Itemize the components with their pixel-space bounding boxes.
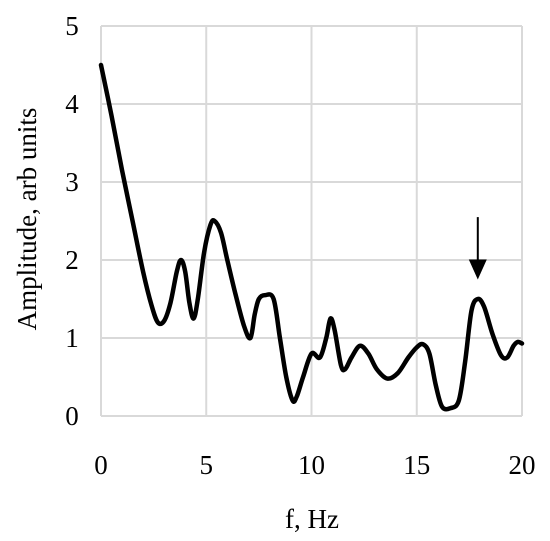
tick-labels: 0 5 10 15 20 0 1 2 3 4 5 [65, 11, 535, 480]
grid [100, 25, 523, 417]
x-tick-label: 10 [298, 450, 325, 480]
x-tick-label: 20 [509, 450, 536, 480]
series-layer [98, 62, 525, 412]
x-tick-label: 0 [94, 450, 108, 480]
y-tick-label: 0 [65, 401, 79, 431]
y-tick-label: 1 [65, 323, 79, 353]
x-tick-label: 15 [403, 450, 430, 480]
annotation-layer [468, 217, 487, 280]
y-tick-label: 5 [65, 11, 79, 41]
y-tick-label: 3 [65, 167, 79, 197]
x-tick-label: 5 [200, 450, 214, 480]
spectrum-line [98, 62, 525, 412]
y-axis-title: Amplitude, arb units [12, 108, 42, 331]
arrow-head [468, 259, 487, 280]
y-tick-label: 2 [65, 245, 79, 275]
y-tick-label: 4 [65, 89, 79, 119]
x-axis-title: f, Hz [285, 504, 339, 534]
